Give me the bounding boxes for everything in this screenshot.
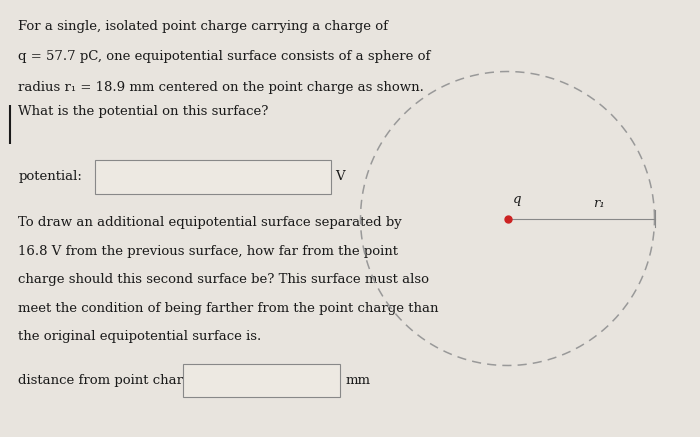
Text: r₁: r₁ [593,197,604,210]
Text: V: V [335,170,344,184]
Text: q: q [512,193,522,206]
Text: distance from point charge:: distance from point charge: [18,374,204,387]
Text: What is the potential on this surface?: What is the potential on this surface? [18,105,269,118]
Text: For a single, isolated point charge carrying a charge of: For a single, isolated point charge carr… [18,20,388,33]
Text: potential:: potential: [18,170,82,184]
FancyBboxPatch shape [183,364,340,397]
Text: the original equipotential surface is.: the original equipotential surface is. [18,330,262,343]
Text: charge should this second surface be? This surface must also: charge should this second surface be? Th… [18,273,429,286]
Text: meet the condition of being farther from the point charge than: meet the condition of being farther from… [18,302,439,315]
Text: To draw an additional equipotential surface separated by: To draw an additional equipotential surf… [18,216,402,229]
Text: q = 57.7 pC, one equipotential surface consists of a sphere of: q = 57.7 pC, one equipotential surface c… [18,50,430,63]
Text: radius r₁ = 18.9 mm centered on the point charge as shown.: radius r₁ = 18.9 mm centered on the poin… [18,81,424,94]
Text: 16.8 V from the previous surface, how far from the point: 16.8 V from the previous surface, how fa… [18,245,398,258]
FancyBboxPatch shape [95,160,331,194]
Text: mm: mm [346,374,371,387]
